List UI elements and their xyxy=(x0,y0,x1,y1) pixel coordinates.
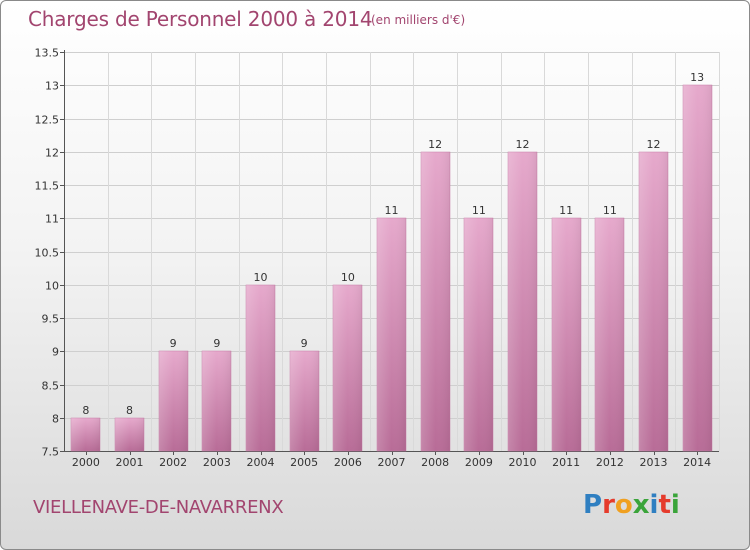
x-tick-label: 2010 xyxy=(509,456,537,469)
value-label: 11 xyxy=(472,204,486,217)
x-tick-label: 2011 xyxy=(552,456,580,469)
x-tick-label: 2007 xyxy=(378,456,406,469)
x-tick-label: 2005 xyxy=(290,456,318,469)
bar-shade xyxy=(464,218,493,451)
y-tick-label: 12 xyxy=(45,147,59,160)
bar-shade xyxy=(202,351,231,451)
logo-letter: i xyxy=(670,490,680,520)
bar-shade xyxy=(290,351,319,451)
y-tick-label: 10.5 xyxy=(35,247,60,260)
y-tick-label: 7.5 xyxy=(42,446,60,459)
value-label: 13 xyxy=(690,71,704,84)
logo-letter: t xyxy=(658,490,671,520)
axes xyxy=(60,50,719,455)
x-tick-label: 2004 xyxy=(247,456,275,469)
x-tick-label: 2008 xyxy=(421,456,449,469)
x-tick-label: 2012 xyxy=(596,456,624,469)
y-tick-label: 12.5 xyxy=(35,114,60,127)
value-label: 9 xyxy=(213,337,220,350)
bar-shade xyxy=(115,418,144,451)
bar-shade xyxy=(377,218,406,451)
value-label: 8 xyxy=(82,404,89,417)
chart-subtitle: (en milliers d'€) xyxy=(371,13,466,27)
proxiti-logo: Proxiti xyxy=(583,490,680,520)
y-tick-label: 11.5 xyxy=(35,180,60,193)
y-tick-label: 10 xyxy=(45,280,59,293)
y-tick-label: 13 xyxy=(45,80,59,93)
y-tick-label: 13.5 xyxy=(35,47,60,60)
value-label: 11 xyxy=(385,204,399,217)
value-label: 11 xyxy=(603,204,617,217)
value-label: 9 xyxy=(170,337,177,350)
logo-letter: r xyxy=(602,490,615,520)
place-name: VIELLENAVE-DE-NAVARRENX xyxy=(33,497,284,518)
logo-letter: P xyxy=(583,490,603,520)
y-tick-label: 8 xyxy=(52,413,59,426)
x-tick-label: 2001 xyxy=(116,456,144,469)
bar-shade xyxy=(246,285,275,451)
y-tick-label: 8.5 xyxy=(42,380,60,393)
logo-letter: i xyxy=(649,490,659,520)
x-tick-label: 2013 xyxy=(640,456,668,469)
value-label: 10 xyxy=(254,271,268,284)
x-tick-label: 2014 xyxy=(683,456,711,469)
bar-shade xyxy=(552,218,581,451)
value-label: 10 xyxy=(341,271,355,284)
bar-shade xyxy=(421,152,450,451)
bar-shade xyxy=(71,418,100,451)
value-label: 12 xyxy=(516,138,530,151)
y-tick-label: 9 xyxy=(52,346,59,359)
bar-shade xyxy=(508,152,537,451)
chart-title: Charges de Personnel 2000 à 2014 xyxy=(28,7,373,31)
value-label: 12 xyxy=(428,138,442,151)
labels: 7.5 8 8.5 9 9.5 10 10.5 11 11.5 12 12.5 13 13.5 8 2000… xyxy=(35,47,712,470)
bars xyxy=(70,84,713,452)
logo-letter: o xyxy=(614,490,633,520)
x-tick-label: 2006 xyxy=(334,456,362,469)
x-tick-label: 2000 xyxy=(72,456,100,469)
y-tick-label: 9.5 xyxy=(42,313,60,326)
x-tick-label: 2003 xyxy=(203,456,231,469)
bar-shade xyxy=(333,285,362,451)
value-label: 11 xyxy=(559,204,573,217)
value-label: 8 xyxy=(126,404,133,417)
value-label: 9 xyxy=(301,337,308,350)
bar-shade xyxy=(639,152,668,451)
x-tick-label: 2002 xyxy=(159,456,187,469)
bar-shade xyxy=(595,218,624,451)
logo-letter: x xyxy=(632,490,650,520)
value-label: 12 xyxy=(647,138,661,151)
bar-shade xyxy=(159,351,188,451)
x-tick-label: 2009 xyxy=(465,456,493,469)
y-tick-label: 11 xyxy=(45,213,59,226)
bar-shade xyxy=(683,85,712,451)
